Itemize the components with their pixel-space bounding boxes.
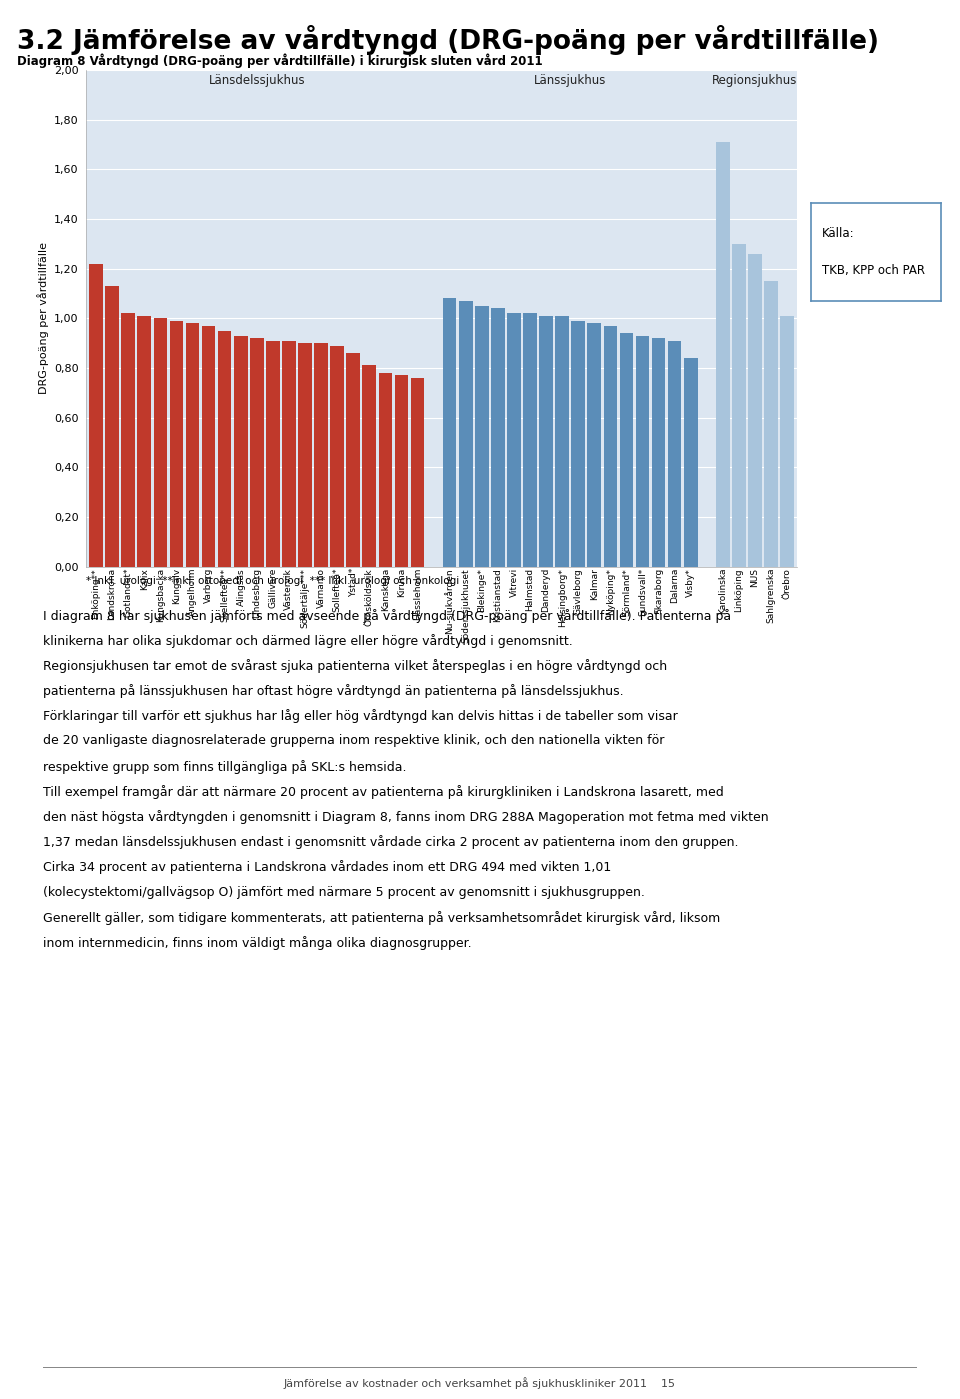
Bar [684, 358, 698, 567]
Text: klinikerna har olika sjukdomar och därmed lägre eller högre vårdtyngd i genomsni: klinikerna har olika sjukdomar och därme… [43, 634, 573, 648]
Bar [154, 319, 167, 567]
Text: den näst högsta vårdtyngden i genomsnitt i Diagram 8, fanns inom DRG 288A Magope: den näst högsta vårdtyngden i genomsnitt… [43, 810, 769, 824]
Bar [282, 340, 296, 567]
Text: Till exempel framgår där att närmare 20 procent av patienterna på kirurgkliniken: Till exempel framgår där att närmare 20 … [43, 785, 724, 799]
Text: (kolecystektomi/gallvägsop O) jämfört med närmare 5 procent av genomsnitt i sjuk: (kolecystektomi/gallvägsop O) jämfört me… [43, 886, 645, 898]
Bar [314, 343, 328, 567]
Bar [555, 316, 569, 567]
Bar [780, 316, 794, 567]
Bar [507, 313, 520, 567]
Bar [347, 353, 360, 567]
Bar [266, 340, 279, 567]
Bar [330, 346, 344, 567]
Text: Cirka 34 procent av patienterna i Landskrona vårdades inom ett DRG 494 med vikte: Cirka 34 procent av patienterna i Landsk… [43, 860, 612, 874]
Text: respektive grupp som finns tillgängliga på SKL:s hemsida.: respektive grupp som finns tillgängliga … [43, 760, 407, 774]
Bar [395, 375, 408, 567]
Bar [443, 298, 456, 567]
Text: Förklaringar till varför ett sjukhus har låg eller hög vårdtyngd kan delvis hitt: Förklaringar till varför ett sjukhus har… [43, 709, 678, 723]
Bar [732, 243, 746, 567]
Bar [619, 333, 634, 567]
Text: Generellt gäller, som tidigare kommenterats, att patienterna på verksamhetsområd: Generellt gäller, som tidigare kommenter… [43, 911, 720, 925]
Text: 3.2 Jämförelse av vårdtyngd (DRG-poäng per vårdtillfälle): 3.2 Jämförelse av vårdtyngd (DRG-poäng p… [17, 25, 879, 55]
Bar [652, 339, 665, 567]
Bar [668, 340, 682, 567]
Bar [137, 316, 151, 567]
Bar [234, 336, 248, 567]
Text: inom internmedicin, finns inom väldigt många olika diagnosgrupper.: inom internmedicin, finns inom väldigt m… [43, 936, 471, 950]
Bar [185, 323, 200, 567]
Bar [250, 339, 264, 567]
Text: Länsdelssjukhus: Länsdelssjukhus [208, 74, 305, 87]
Bar [378, 374, 393, 567]
Y-axis label: DRG-poäng per vårdtillfälle: DRG-poäng per vårdtillfälle [36, 242, 49, 395]
Bar [636, 336, 649, 567]
Bar [491, 308, 505, 567]
Bar [748, 253, 762, 567]
Bar [106, 285, 119, 567]
Text: Regionsjukhusen tar emot de svårast sjuka patienterna vilket återspeglas i en hö: Regionsjukhusen tar emot de svårast sjuk… [43, 659, 667, 673]
Bar [459, 301, 472, 567]
Text: Diagram 8 Vårdtyngd (DRG-poäng per vårdtillfälle) i kirurgisk sluten vård 2011: Diagram 8 Vårdtyngd (DRG-poäng per vårdt… [17, 53, 543, 67]
Bar [571, 320, 585, 567]
Bar [218, 330, 231, 567]
Text: Länssjukhus: Länssjukhus [534, 74, 607, 87]
Bar [121, 313, 135, 567]
Bar [716, 141, 730, 567]
Text: Källa:: Källa: [822, 228, 854, 241]
Bar [604, 326, 617, 567]
Bar [170, 320, 183, 567]
Text: I diagram 8 har sjukhusen jämförts med avseende på vårdtyngd (DRG-poäng per vård: I diagram 8 har sjukhusen jämförts med a… [43, 609, 732, 623]
Bar [363, 365, 376, 567]
Text: de 20 vanligaste diagnosrelaterade grupperna inom respektive klinik, och den nat: de 20 vanligaste diagnosrelaterade grupp… [43, 734, 664, 747]
Bar [764, 281, 778, 567]
Text: Regionsjukhus: Regionsjukhus [712, 74, 798, 87]
Bar [89, 263, 103, 567]
Text: Jämförelse av kostnader och verksamhet på sjukhuskliniker 2011    15: Jämförelse av kostnader och verksamhet p… [284, 1377, 676, 1389]
Bar [475, 306, 489, 567]
Text: 1,37 medan länsdelssjukhusen endast i genomsnitt vårdade cirka 2 procent av pati: 1,37 medan länsdelssjukhusen endast i ge… [43, 835, 738, 849]
Text: TKB, KPP och PAR: TKB, KPP och PAR [822, 263, 924, 277]
Bar [588, 323, 601, 567]
Bar [202, 326, 215, 567]
Bar [411, 378, 424, 567]
Text: patienterna på länssjukhusen har oftast högre vårdtyngd än patienterna på länsde: patienterna på länssjukhusen har oftast … [43, 684, 624, 698]
Bar [540, 316, 553, 567]
Bar [299, 343, 312, 567]
Text: * Inkl. urologi  **Inkl. ortopedi och urologi  *** Inkl. urologi och onkologi: * Inkl. urologi **Inkl. ortopedi och uro… [86, 576, 460, 586]
Bar [523, 313, 537, 567]
